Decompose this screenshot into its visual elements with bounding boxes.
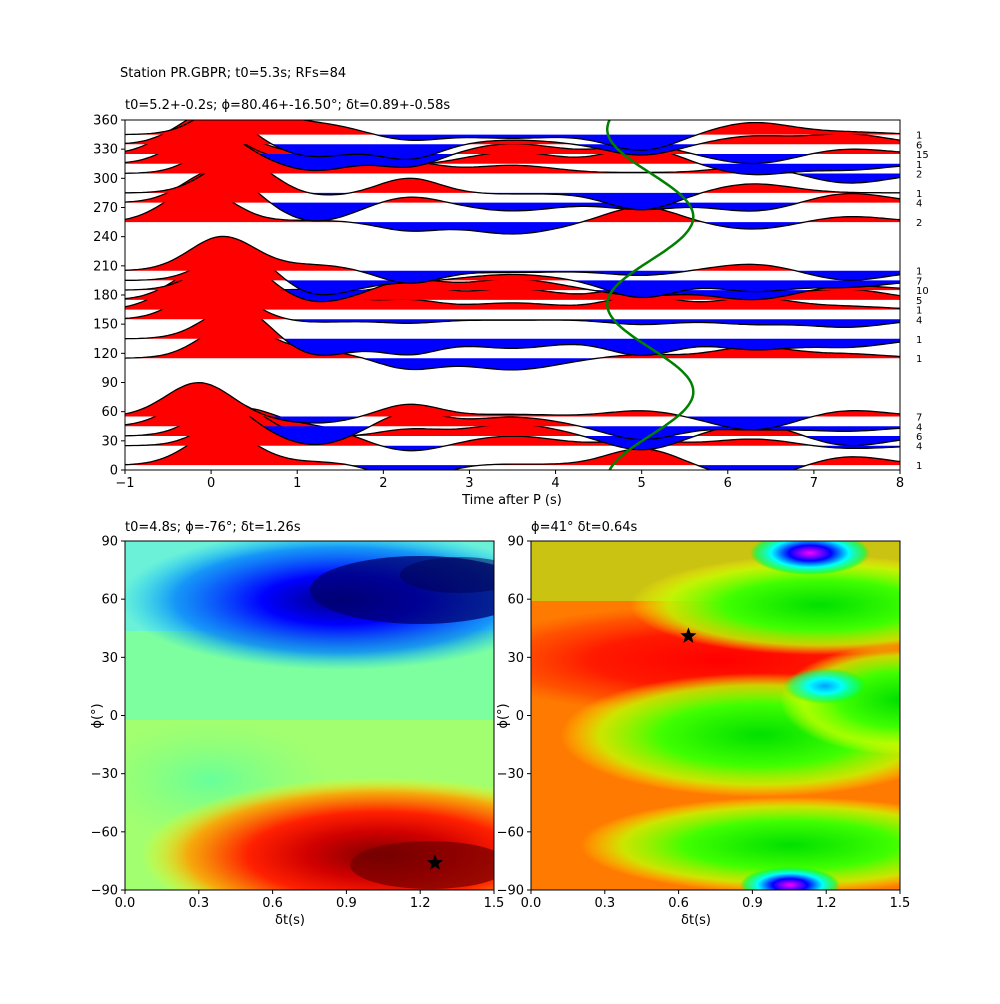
x-tick-label: 6: [724, 476, 732, 491]
x-tick-label: 0.6: [262, 896, 283, 911]
bin-count-label: 7: [916, 413, 922, 424]
x-tick-label: 1.2: [410, 896, 431, 911]
y-tick-label: 210: [93, 259, 118, 274]
misfit-left-title: t0=4.8s; ϕ=-76°; δt=1.26s: [125, 520, 301, 535]
x-tick-label: 2: [379, 476, 387, 491]
x-tick-label: 4: [551, 476, 559, 491]
x-tick-label: 5: [638, 476, 646, 491]
x-tick-label: 0.3: [188, 896, 209, 911]
trace-positive-fill: [125, 383, 900, 417]
x-tick-label: 1: [293, 476, 301, 491]
bin-count-label: 1: [916, 461, 922, 472]
bin-count-label: 1: [916, 354, 922, 365]
y-tick-label: −30: [497, 767, 524, 782]
y-tick-label: 90: [101, 535, 118, 550]
bin-count-label: 1: [916, 335, 922, 346]
y-tick-label: 60: [101, 405, 118, 420]
x-tick-label: 0.9: [336, 896, 357, 911]
y-tick-label: 30: [101, 434, 118, 449]
bin-count-label: 1: [916, 306, 922, 317]
bin-count-label: 7: [916, 276, 922, 287]
y-tick-label: 120: [93, 347, 118, 362]
y-tick-label: 240: [93, 230, 118, 245]
bin-count-label: 1: [916, 131, 922, 142]
bin-count-label: 1: [916, 267, 922, 278]
misfit-right-y-label: ϕ(°): [496, 703, 511, 728]
misfit-left-x-label: δt(s): [275, 913, 305, 928]
x-tick-label: 8: [896, 476, 904, 491]
x-tick-label: 1.5: [890, 896, 911, 911]
bin-count-label: 1: [916, 160, 922, 171]
bin-count-label: 5: [916, 296, 922, 307]
x-tick-label: 0: [207, 476, 215, 491]
figure-suptitle: Station PR.GBPR; t0=5.3s; RFs=84: [120, 66, 346, 81]
y-tick-label: 30: [507, 651, 524, 666]
misfit-left-y-label: ϕ(°): [90, 703, 105, 728]
trace-negative-fill: [125, 358, 900, 370]
bin-count-label: 4: [916, 422, 922, 433]
y-tick-label: 60: [507, 593, 524, 608]
bin-count-label: 2: [916, 218, 922, 229]
y-tick-label: 360: [93, 114, 118, 129]
y-tick-label: −60: [497, 825, 524, 840]
trace-negative-fill: [125, 222, 900, 234]
x-tick-label: 0.3: [594, 896, 615, 911]
y-tick-label: 30: [101, 651, 118, 666]
y-tick-label: 180: [93, 289, 118, 304]
bin-count-label: 1: [916, 189, 922, 200]
y-tick-label: −90: [91, 884, 118, 899]
x-tick-label: −1: [115, 476, 134, 491]
y-tick-label: −30: [91, 767, 118, 782]
y-tick-label: 90: [507, 535, 524, 550]
y-tick-label: 0: [110, 709, 118, 724]
traces-title: t0=5.2+-0.2s; ϕ=80.46+-16.50°; δt=0.89+-…: [125, 98, 450, 113]
y-tick-label: 150: [93, 318, 118, 333]
bin-count-label: 6: [916, 140, 922, 151]
y-tick-label: 270: [93, 201, 118, 216]
misfit-right-x-label: δt(s): [681, 913, 711, 928]
bin-count-label: 4: [916, 442, 922, 453]
traces-x-label: Time after P (s): [461, 493, 562, 508]
bin-count-label: 4: [916, 315, 922, 326]
x-tick-label: 3: [465, 476, 473, 491]
bin-count-label: 10: [916, 286, 929, 297]
y-tick-label: 300: [93, 172, 118, 187]
y-tick-label: 0: [110, 464, 118, 479]
traces-plot-area: [125, 99, 900, 480]
bin-count-label: 2: [916, 169, 922, 180]
y-tick-label: 60: [101, 593, 118, 608]
y-tick-label: 330: [93, 143, 118, 158]
x-tick-label: 1.2: [816, 896, 837, 911]
bin-count-label: 15: [916, 150, 929, 161]
y-tick-label: −60: [91, 825, 118, 840]
bin-count-label: 4: [916, 199, 922, 210]
x-tick-label: 0.9: [742, 896, 763, 911]
trace-negative-fill: [125, 465, 900, 480]
x-tick-label: 7: [810, 476, 818, 491]
misfit-right-title: ϕ=41° δt=0.64s: [531, 520, 637, 535]
y-tick-label: 0: [516, 709, 524, 724]
misfit-right-heatmap: [460, 531, 1000, 903]
y-tick-label: 90: [101, 376, 118, 391]
y-tick-label: −90: [497, 884, 524, 899]
x-tick-label: 0.6: [668, 896, 689, 911]
bin-count-label: 6: [916, 432, 922, 443]
